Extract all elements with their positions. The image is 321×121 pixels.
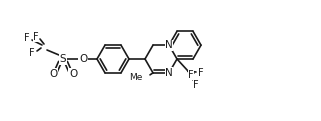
Text: F: F <box>24 33 30 43</box>
Text: F: F <box>188 70 194 80</box>
Text: Me: Me <box>130 73 143 82</box>
Text: F: F <box>33 32 39 42</box>
Text: O: O <box>79 54 87 64</box>
Text: F: F <box>193 80 199 90</box>
Text: O: O <box>69 69 77 79</box>
Text: N: N <box>165 68 173 78</box>
Text: O: O <box>49 69 57 79</box>
Text: S: S <box>60 54 66 64</box>
Text: F: F <box>29 48 35 58</box>
Text: F: F <box>198 68 204 78</box>
Text: N: N <box>165 40 173 50</box>
